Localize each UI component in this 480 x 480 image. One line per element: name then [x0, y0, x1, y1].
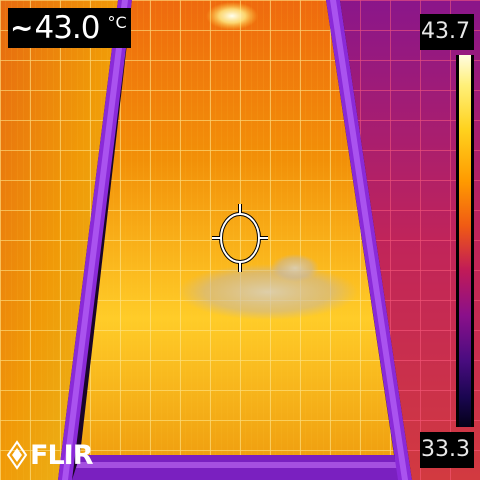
- scale-min-label: 33.3: [420, 432, 474, 468]
- color-scale-gradient: [459, 55, 471, 427]
- approx-symbol: ~: [10, 11, 34, 44]
- logo-text: FLIR: [30, 439, 93, 471]
- flir-logo: FLIR: [6, 438, 93, 472]
- spot-temperature-readout: ~ 43.0 °C: [8, 8, 131, 48]
- scale-max-label: 43.7: [420, 14, 474, 50]
- shadow-region: [178, 264, 358, 320]
- spot-temperature-value: 43.0: [34, 10, 100, 46]
- hot-spot-reflection: [206, 2, 258, 30]
- temperature-unit: °C: [107, 13, 127, 32]
- flir-logo-icon: [6, 440, 28, 470]
- color-scale-bar: [456, 55, 474, 427]
